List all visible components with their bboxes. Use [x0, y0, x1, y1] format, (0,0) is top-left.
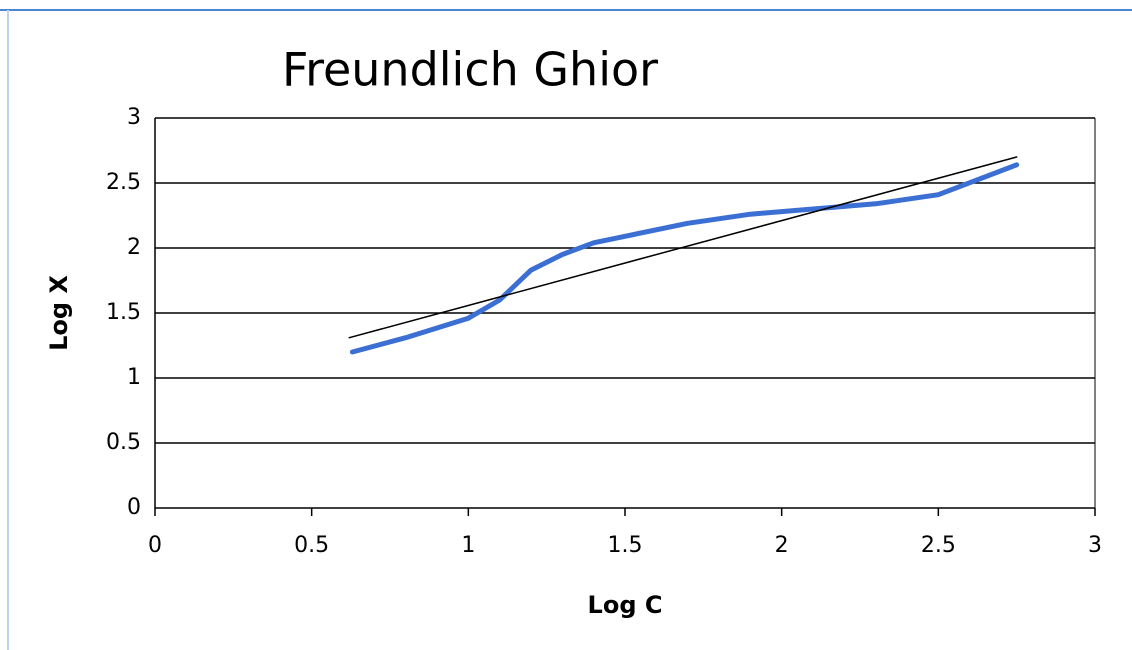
- y-tick-label: 2: [127, 235, 141, 260]
- x-tick-label: 1: [461, 533, 475, 558]
- x-tick-label: 2: [775, 533, 789, 558]
- y-tick-label: 0.5: [106, 430, 141, 455]
- y-tick-label: 1.5: [106, 300, 141, 325]
- x-tick-label: 1.5: [608, 533, 643, 558]
- y-tick-label: 1: [127, 365, 141, 390]
- x-axis-label: Log C: [588, 591, 663, 619]
- trend-line: [348, 156, 1018, 339]
- y-tick-label: 3: [127, 105, 141, 130]
- y-axis-label: Log X: [45, 275, 73, 351]
- x-tick-label: 3: [1088, 533, 1102, 558]
- x-tick-label: 0: [148, 533, 162, 558]
- data-line: [349, 162, 1020, 355]
- y-tick-label: 2.5: [106, 170, 141, 195]
- chart-title: Freundlich Ghior: [282, 43, 658, 97]
- x-tick-label: 0.5: [294, 533, 329, 558]
- y-tick-label: 0: [127, 495, 141, 520]
- x-tick-label: 2.5: [921, 533, 956, 558]
